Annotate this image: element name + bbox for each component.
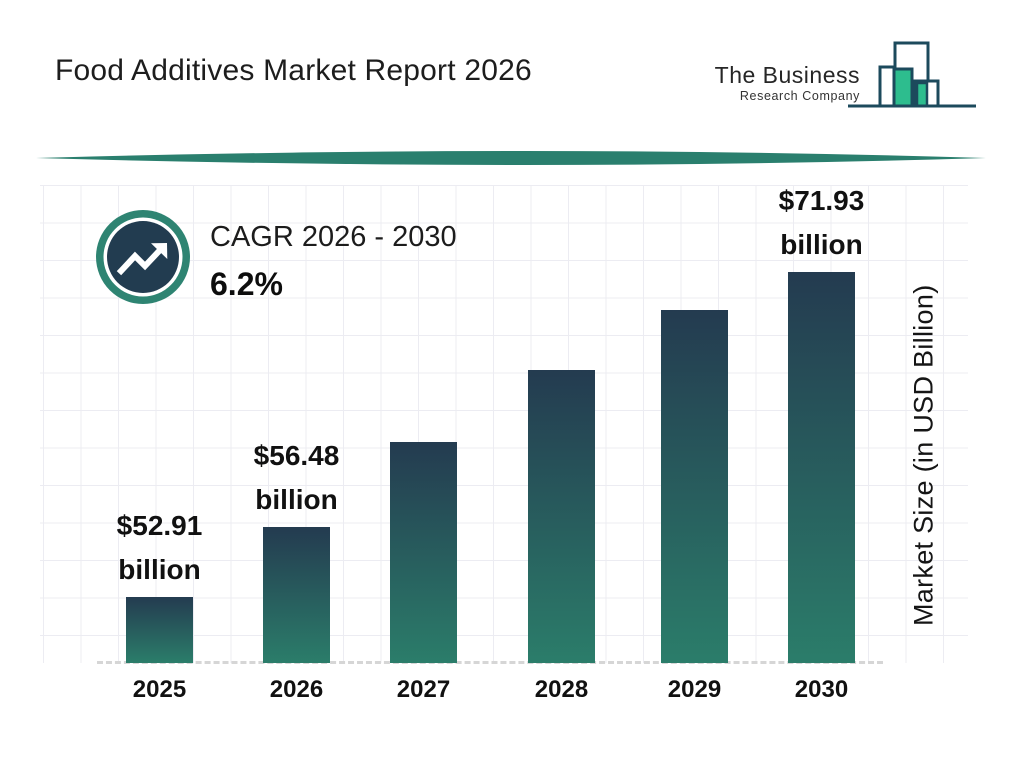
bar-2030 (788, 272, 855, 663)
company-logo: The Business Research Company (715, 40, 976, 128)
bar-2028 (528, 370, 595, 663)
trending-up-icon (96, 210, 190, 304)
x-axis-label-2026: 2026 (269, 676, 324, 703)
divider-ornament (36, 151, 986, 165)
bar-2029 (661, 310, 728, 663)
value-label-2025: $52.91 billion (116, 510, 203, 585)
bar-2026 (263, 527, 330, 663)
y-axis-label: Market Size (in USD Billion) (908, 284, 939, 627)
cagr-period-label: CAGR 2026 - 2030 (210, 221, 457, 253)
cagr-value: 6.2% (210, 266, 283, 302)
x-axis-label-2030: 2030 (794, 676, 849, 703)
company-logo-text: The Business Research Company (715, 62, 860, 103)
value-label-2026: $56.48 billion (253, 440, 340, 515)
chart-baseline (97, 661, 883, 664)
bar-2025 (126, 597, 193, 663)
bar-chart-logo-icon (848, 41, 976, 108)
x-axis-label-2027: 2027 (396, 676, 451, 703)
value-label-2030: $71.93 billion (778, 185, 865, 260)
chart-plot-area: $52.91 billion $56.48 billion $71.93 billi… (40, 185, 968, 664)
x-axis-label-2029: 2029 (667, 676, 722, 703)
logo-name-line1: The Business (714, 62, 860, 88)
x-axis-label-2025: 2025 (132, 676, 187, 703)
page-title: Food Additives Market Report 2026 (55, 54, 532, 87)
x-axis-labels: 2025 2026 2027 2028 2029 2030 (40, 676, 968, 710)
x-axis-label-2028: 2028 (534, 676, 589, 703)
bar-2027 (390, 442, 457, 663)
logo-name-line2: Research Company (739, 89, 860, 103)
